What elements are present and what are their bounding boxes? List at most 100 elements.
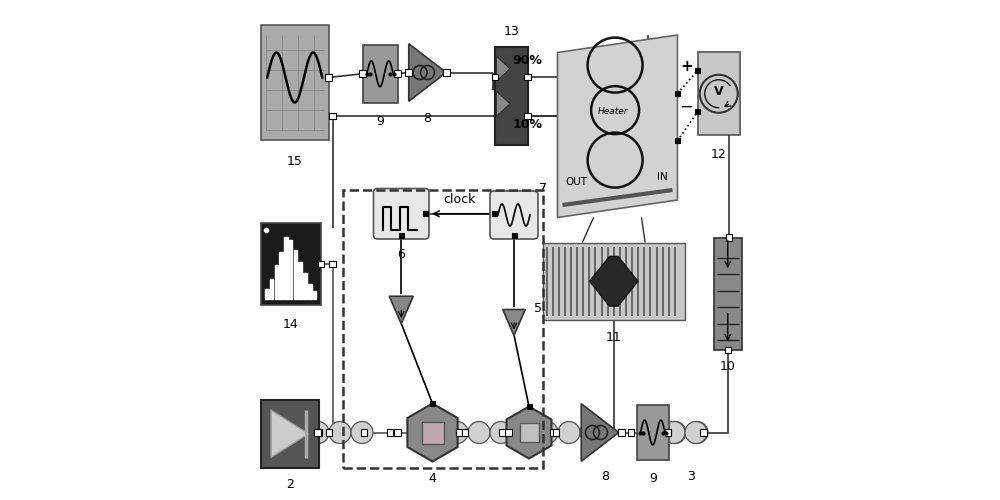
Bar [526,404,532,409]
Text: Heater: Heater [597,107,628,116]
Text: 11: 11 [606,331,622,344]
Circle shape [446,422,468,444]
Bar [628,429,634,436]
Text: 12: 12 [711,148,727,160]
FancyBboxPatch shape [374,188,429,239]
Bar [550,429,557,436]
Circle shape [351,422,373,444]
Circle shape [580,422,602,444]
Bar [495,48,528,145]
Text: 10: 10 [720,360,736,373]
Bar [512,232,516,237]
Bar [524,112,531,119]
Text: 90%: 90% [513,54,542,68]
FancyBboxPatch shape [490,191,538,239]
Circle shape [307,422,329,444]
Bar [492,211,496,216]
Bar [553,429,559,436]
Text: OUT: OUT [565,177,587,187]
Circle shape [536,422,558,444]
Bar [325,74,332,80]
Bar [329,112,336,119]
Circle shape [685,422,707,444]
Text: V: V [714,84,724,98]
Circle shape [686,422,708,444]
Circle shape [490,422,512,444]
Bar [492,74,498,80]
Text: 3: 3 [687,470,695,483]
Text: 9: 9 [376,115,384,128]
Polygon shape [409,44,446,101]
Text: 8: 8 [424,112,432,126]
Bar [318,260,324,267]
Polygon shape [389,296,413,324]
Bar [430,401,435,406]
Bar [387,429,393,436]
Bar [261,25,328,140]
Bar [315,429,322,436]
Bar [362,45,398,102]
Bar [422,211,428,216]
Bar [505,429,512,436]
Bar [405,69,412,75]
Text: 6: 6 [397,248,405,260]
Bar [700,429,707,436]
Bar [314,429,321,436]
Text: 4: 4 [429,472,436,486]
Bar [462,429,468,436]
Bar [675,91,680,96]
Bar [499,429,506,436]
Text: 2: 2 [286,478,294,490]
Polygon shape [271,410,308,458]
Bar [618,429,625,436]
Circle shape [663,422,685,444]
Bar [542,242,685,320]
Bar [637,405,669,460]
Text: 14: 14 [283,318,299,330]
Text: 15: 15 [287,155,303,168]
Polygon shape [590,256,638,306]
Bar [665,429,671,436]
Bar [443,69,450,75]
Circle shape [468,422,490,444]
Bar [422,422,444,444]
Polygon shape [503,310,525,336]
Text: 10%: 10% [512,118,542,132]
Text: 13: 13 [504,25,519,38]
Bar [695,110,700,114]
Circle shape [329,422,351,444]
Text: 7: 7 [539,182,547,196]
Bar [726,234,732,240]
Bar [695,68,700,73]
Polygon shape [506,406,552,459]
Polygon shape [581,404,619,461]
Circle shape [642,422,664,444]
Bar [724,347,731,353]
Bar [394,70,401,77]
Text: 8: 8 [601,470,609,483]
Bar [714,238,742,350]
Bar [394,429,401,436]
Bar [520,423,538,442]
Bar [524,74,531,80]
Bar [261,400,318,468]
Text: +: + [680,58,693,74]
Circle shape [664,422,686,444]
Bar [261,222,321,305]
Bar [329,260,336,267]
Bar [326,429,332,436]
Bar [675,138,680,143]
Circle shape [558,422,580,444]
Polygon shape [407,404,458,462]
Polygon shape [558,35,678,218]
Polygon shape [496,91,510,116]
Text: clock: clock [443,192,476,206]
Polygon shape [496,56,510,81]
Bar [359,70,366,77]
Bar [342,190,542,468]
Bar [456,429,462,436]
Text: 9: 9 [649,472,657,486]
Text: 5: 5 [534,302,542,316]
Bar [698,52,740,135]
Text: −: − [680,98,693,116]
